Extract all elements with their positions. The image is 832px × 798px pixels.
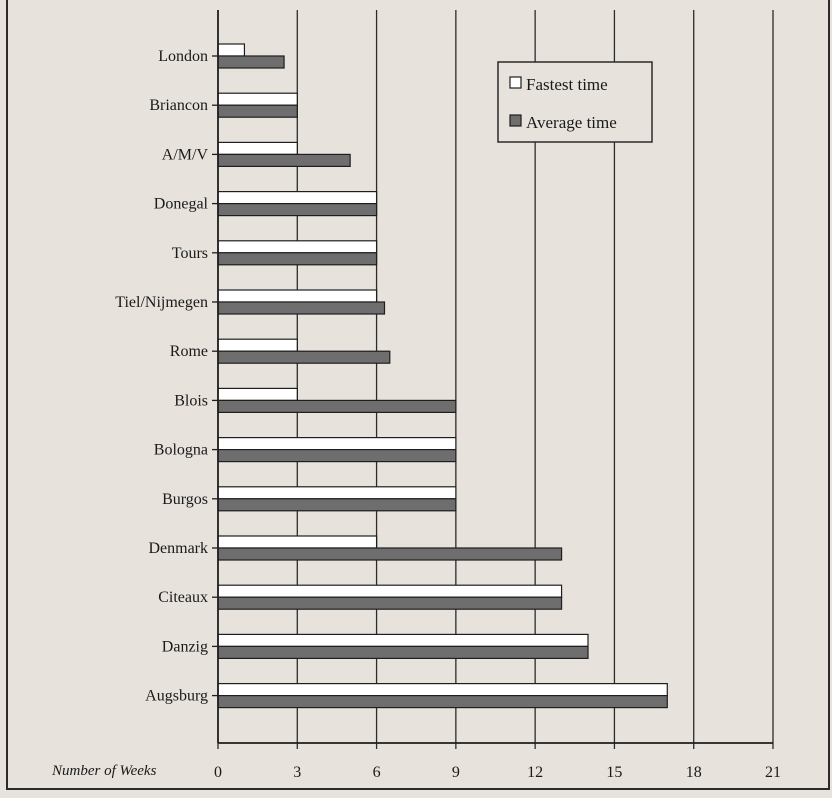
bar-fastest-tours bbox=[217, 240, 378, 254]
tick-labels: 0 3 6 9 12 15 18 21 bbox=[214, 764, 781, 781]
category-label-augsburg: Augsburg bbox=[145, 688, 208, 705]
bar-average-denmark bbox=[217, 547, 563, 561]
bar-fastest-donegal bbox=[217, 191, 378, 205]
tick-label-18: 18 bbox=[686, 764, 702, 781]
chart-frame bbox=[6, 0, 830, 790]
tick-label-15: 15 bbox=[606, 764, 622, 781]
category-label-london: London bbox=[158, 48, 208, 65]
bar-average-bologna bbox=[217, 449, 457, 463]
category-label-tours: Tours bbox=[172, 245, 208, 262]
category-label-danzig: Danzig bbox=[162, 638, 208, 655]
bar-fastest-denmark bbox=[217, 535, 378, 549]
bar-fastest-briancon bbox=[217, 92, 298, 106]
bar-fastest-augsburg bbox=[217, 682, 668, 697]
bar-average-donegal bbox=[217, 203, 378, 217]
bar-fastest-citeaux bbox=[217, 584, 563, 598]
bar-average-london bbox=[217, 55, 285, 69]
category-label-citeaux: Citeaux bbox=[158, 589, 208, 606]
bar-fastest-burgos bbox=[217, 486, 457, 500]
category-labels: London Briancon A/M/V Donegal Tours Tiel/Nijm… bbox=[115, 48, 208, 705]
category-label-rome: Rome bbox=[170, 343, 208, 360]
bar-average-augsburg bbox=[217, 694, 668, 709]
category-label-a-m-v: A/M/V bbox=[162, 146, 209, 163]
bar-fastest-bologna bbox=[217, 437, 457, 451]
category-label-donegal: Donegal bbox=[154, 196, 209, 213]
legend-swatch-average bbox=[509, 114, 522, 127]
bar-fastest-blois bbox=[217, 387, 298, 401]
bar-fastest-rome bbox=[217, 338, 298, 352]
bar-average-a-m-v bbox=[217, 153, 351, 167]
bar-fastest-tiel-nijmegen bbox=[217, 289, 378, 303]
legend-label-average: Average time bbox=[526, 113, 617, 132]
bars bbox=[217, 43, 668, 709]
x-axis-label: Number of Weeks bbox=[51, 763, 157, 779]
bar-average-citeaux bbox=[217, 596, 563, 610]
axes bbox=[212, 10, 774, 749]
category-label-burgos: Burgos bbox=[162, 491, 208, 508]
bar-average-burgos bbox=[217, 498, 457, 512]
bar-average-tiel-nijmegen bbox=[217, 301, 386, 315]
tick-label-0: 0 bbox=[214, 764, 222, 781]
legend: Fastest time Average time bbox=[497, 61, 653, 143]
bar-fastest-a-m-v bbox=[217, 141, 298, 155]
tick-label-6: 6 bbox=[373, 764, 381, 781]
tick-label-3: 3 bbox=[293, 764, 301, 781]
bar-average-rome bbox=[217, 350, 391, 364]
bar-average-blois bbox=[217, 399, 457, 413]
category-label-briancon: Briancon bbox=[149, 97, 208, 114]
tick-label-21: 21 bbox=[765, 764, 781, 781]
bar-fastest-danzig bbox=[217, 633, 589, 648]
tick-label-9: 9 bbox=[452, 764, 460, 781]
bar-average-tours bbox=[217, 252, 378, 266]
bar-fastest-london bbox=[217, 43, 246, 57]
tick-label-12: 12 bbox=[527, 764, 543, 781]
category-label-blois: Blois bbox=[174, 392, 208, 409]
legend-label-fastest: Fastest time bbox=[526, 75, 608, 94]
category-label-tiel-nijmegen: Tiel/Nijmegen bbox=[115, 294, 208, 311]
legend-swatch-fastest bbox=[509, 76, 522, 89]
bar-average-briancon bbox=[217, 104, 298, 118]
legend-box bbox=[497, 61, 653, 143]
category-label-denmark: Denmark bbox=[148, 540, 208, 557]
category-label-bologna: Bologna bbox=[154, 442, 208, 459]
bar-average-danzig bbox=[217, 645, 589, 660]
